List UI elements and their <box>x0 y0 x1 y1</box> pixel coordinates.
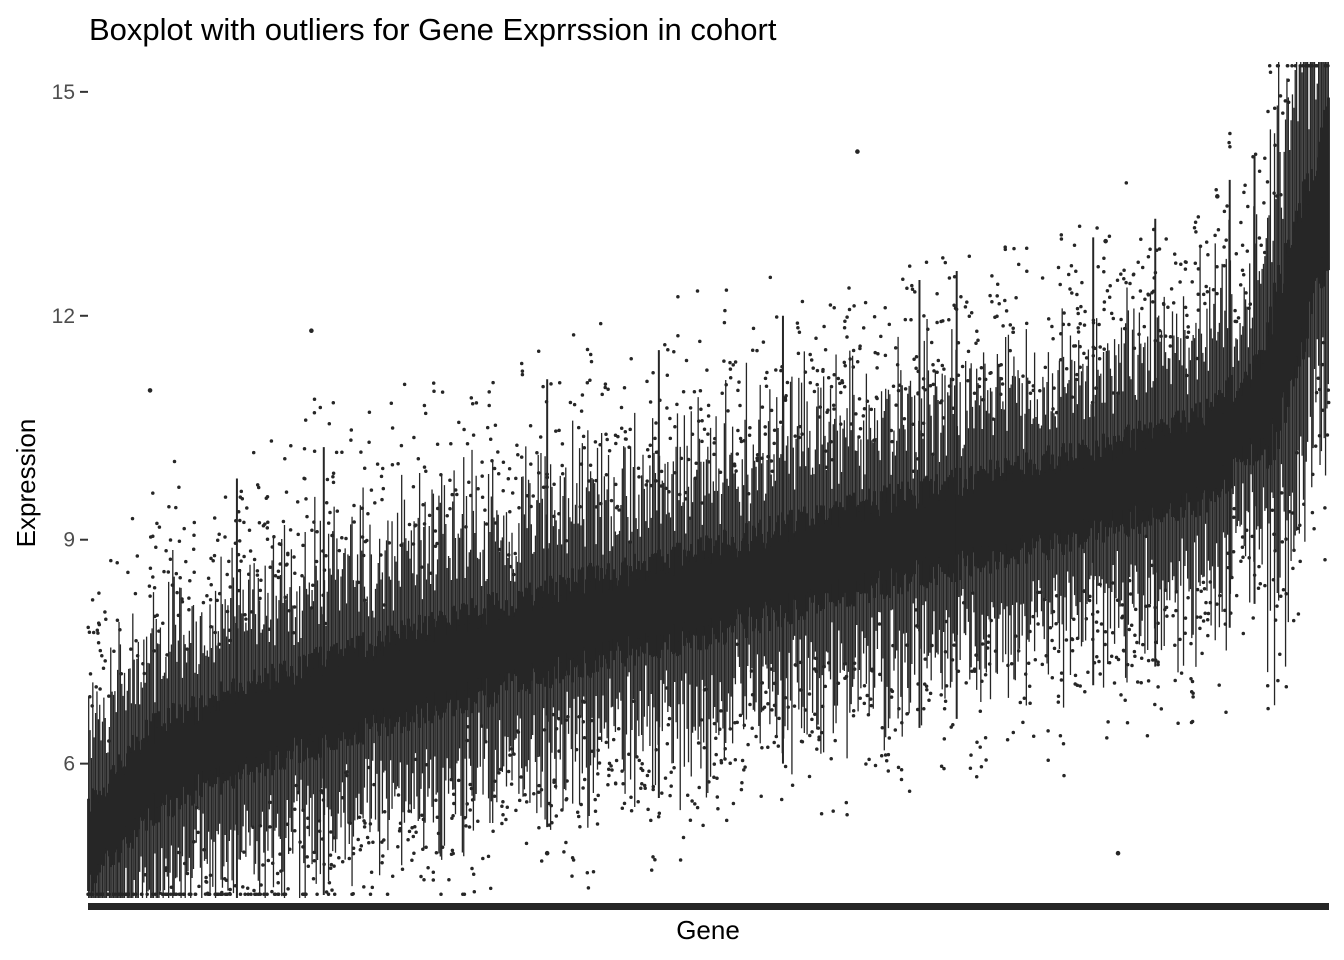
chart-title: Boxplot with outliers for Gene Exprrssio… <box>89 12 777 47</box>
plot-area <box>86 62 1331 898</box>
y-tick-label: 6 <box>63 753 75 776</box>
outlier-point <box>855 149 860 154</box>
x-axis-label: Gene <box>676 915 740 945</box>
outlier-points <box>86 63 1331 897</box>
outlier-point <box>1115 850 1121 856</box>
outlier-point <box>544 850 550 856</box>
x-axis-tick-band <box>88 903 1329 910</box>
box <box>1326 97 1330 271</box>
gene-box <box>1326 62 1330 385</box>
y-axis: 6 9 12 15 <box>52 81 88 776</box>
outlier-point <box>1103 238 1108 244</box>
y-tick-label: 9 <box>63 529 75 552</box>
outlier-point <box>309 328 314 334</box>
outlier-point <box>147 388 153 393</box>
y-tick-label: 15 <box>52 81 75 104</box>
y-tick-label: 12 <box>52 305 75 328</box>
y-axis-label: Expression <box>11 419 41 548</box>
outlier-point <box>1215 194 1220 199</box>
